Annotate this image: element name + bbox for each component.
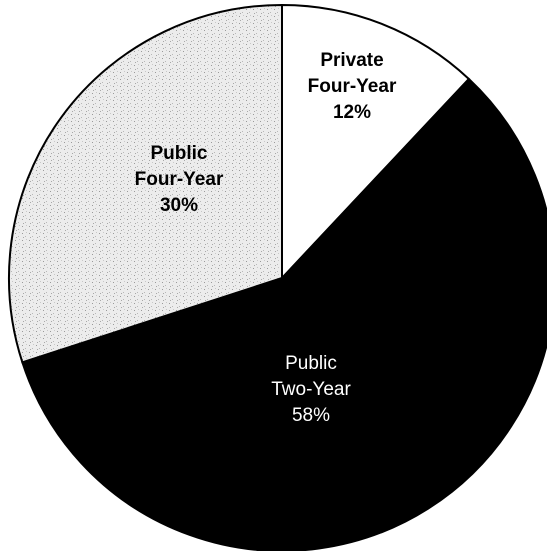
slice-name-label: Public <box>285 353 337 374</box>
slice-name-label: Four-Year <box>308 76 397 97</box>
slice-percent-label: 30% <box>160 195 198 216</box>
pie-slice-public-two-year <box>21 77 547 551</box>
slice-name-label: Four-Year <box>135 169 224 190</box>
pie-labels: Private Four-Year 12% Public Two-Year 58% Publ… <box>135 50 397 426</box>
slice-name-label: Public <box>150 143 207 164</box>
slice-percent-label: 58% <box>292 405 330 426</box>
slice-name-label: Two-Year <box>271 379 351 400</box>
slice-percent-label: 12% <box>333 102 371 123</box>
slice-name-label: Private <box>320 50 383 71</box>
pie-slice-public-four-year <box>8 3 283 364</box>
pie-slice-private-four-year <box>281 3 471 281</box>
pie-slices <box>8 3 547 551</box>
